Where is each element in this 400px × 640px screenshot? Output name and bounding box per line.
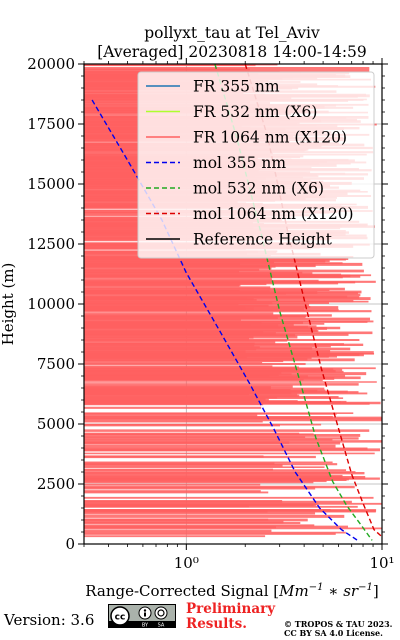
svg-text:cc: cc [115,613,126,623]
copyright-note: © TROPOS & TAU 2023. CC BY SA 4.0 Licens… [284,620,392,638]
legend-entry: Reference Height [193,231,333,249]
x-axis-label: Range-Corrected Signal [Mm−1 ∗ sr−1] [85,582,378,600]
preliminary-line-1: Preliminary [186,601,276,617]
axis-ticks: 0 2500 5000 7500 10000 12500 15000 17500 20000 10… [27,55,394,572]
y-tick-label: 15000 [27,175,75,193]
chart-subtitle: [Averaged] 20230818 14:00-14:59 [97,43,367,61]
y-tick-label: 5000 [37,415,75,433]
y-tick-label: 2500 [37,475,75,493]
cc-license-badge: cc BY SA [108,604,176,629]
svg-text:SA: SA [158,623,165,628]
copyright-line-1: © TROPOS & TAU 2023. [284,619,393,629]
y-tick-label: 10000 [27,295,75,313]
x-tick-label: 10¹ [369,554,394,572]
legend: FR 355 nm FR 532 nm (X6) FR 1064 nm (X120)… [137,71,375,259]
profile-chart: pollyxt_tau at Tel_Aviv [Averaged] 20230… [0,24,395,600]
y-tick-label: 17500 [27,115,75,133]
chart-title: pollyxt_tau at Tel_Aviv [144,24,320,42]
y-tick-label: 12500 [27,235,75,253]
copyright-line-2: CC BY SA 4.0 License. [284,628,383,638]
y-tick-label: 20000 [27,55,75,73]
legend-entry: FR 532 nm (X6) [193,103,317,121]
legend-entry: mol 355 nm [193,154,286,172]
legend-entry: FR 1064 nm (X120) [193,129,347,147]
y-axis-label: Height (m) [0,263,17,346]
legend-entry: FR 355 nm [193,78,280,96]
preliminary-line-2: Results. [186,616,247,632]
x-tick-label: 10⁰ [174,554,199,572]
y-tick-label: 0 [65,535,75,553]
svg-text:BY: BY [142,623,149,628]
preliminary-results-note: Preliminary Results. [186,602,275,632]
version-label: Version: 3.6 [4,611,95,629]
legend-entry: mol 1064 nm (X120) [193,205,354,223]
legend-entry: mol 532 nm (X6) [193,180,324,198]
legend-box [137,71,375,259]
y-tick-label: 7500 [37,355,75,373]
